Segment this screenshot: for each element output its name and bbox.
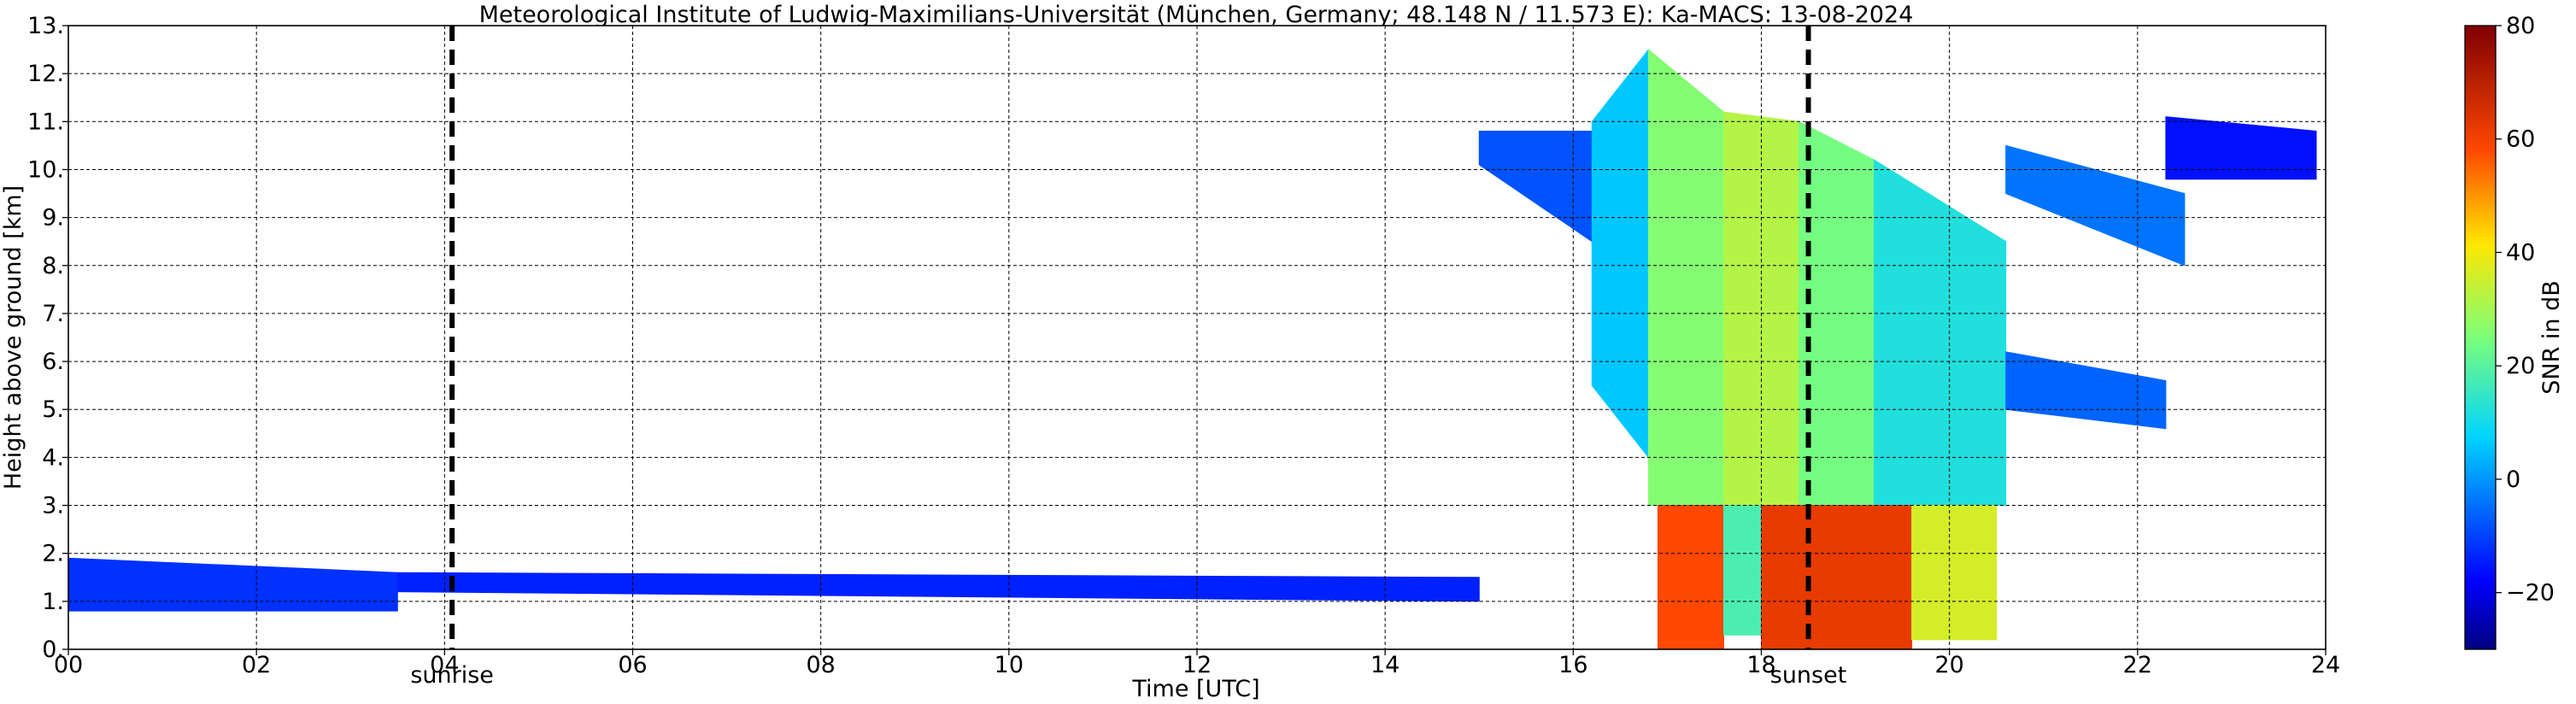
x-axis: sunrise sunset 00 02 04 06 08 10 12 14 16 18 20 22 24 (54, 649, 2340, 689)
colorbar-tick-label: 20 (2506, 353, 2535, 379)
colorbar-frame (2464, 25, 2497, 650)
x-axis-label: Time [UTC] (1131, 676, 1259, 702)
colorbar-ticks: −20 0 20 40 60 80 (2496, 13, 2555, 607)
chart-title: Meteorological Institute of Ludwig-Maxim… (479, 2, 1914, 28)
heatmap-sector-anvil-sky (1591, 48, 1649, 459)
x-tick-label: 06 (618, 652, 647, 678)
y-tick-label: 6. (42, 349, 64, 375)
y-tick-label: 13. (27, 13, 64, 39)
y-tick-label: 5. (42, 396, 64, 423)
heatmap-sector-trailing-anvil (2005, 144, 2186, 267)
y-tick-label: 2. (42, 541, 64, 567)
colorbar-tick-label: 80 (2506, 13, 2535, 39)
y-tick-label: 3. (42, 493, 64, 519)
colorbar-label: SNR in dB (2538, 280, 2565, 395)
x-tick-label: 14 (1370, 652, 1399, 678)
y-axis-label: Height above ground [km] (0, 185, 26, 490)
y-tick-label: 0. (42, 637, 64, 663)
y-axis: 0. 1. 2. 3. 4. 5. 6. 7. 8. 9. 10. 11. 12. 13. (27, 13, 68, 663)
colorbar-tick-label: −20 (2506, 580, 2555, 607)
heatmap-sector-late-patch (2165, 116, 2317, 180)
heatmap-sector-rain-b (1761, 505, 1913, 650)
y-tick-label: 12. (27, 61, 64, 87)
x-tick-label: 08 (806, 652, 835, 678)
y-tick-label: 1. (42, 589, 64, 615)
heatmap-sector-rain-c (1911, 505, 1998, 641)
x-tick-label: 00 (54, 652, 83, 678)
colorbar-tick-label: 40 (2506, 239, 2535, 266)
x-tick-label: 12 (1182, 652, 1212, 678)
x-tick-label: 18 (1746, 652, 1775, 678)
x-tick-label: 22 (2123, 652, 2152, 678)
x-tick-label: 10 (995, 652, 1024, 678)
heatmap-layer (67, 48, 2317, 650)
grid-layer (68, 26, 2326, 649)
x-tick-label: 04 (430, 652, 459, 678)
heatmap-sector-notch (1723, 505, 1762, 636)
y-tick-label: 8. (42, 253, 64, 279)
x-tick-label: 24 (2311, 652, 2340, 678)
x-tick-label: 02 (242, 652, 271, 678)
heatmap-sector-rain-a (1657, 505, 1724, 650)
sunrise-label: sunrise (410, 662, 494, 689)
colorbar-gradient (2465, 26, 2496, 649)
x-tick-label: 20 (1934, 652, 1963, 678)
y-tick-label: 7. (42, 301, 64, 327)
y-tick-label: 4. (42, 444, 64, 471)
colorbar-tick-label: 0 (2506, 466, 2520, 493)
sunset-label: sunset (1770, 662, 1847, 689)
plot-area (67, 25, 2327, 650)
colorbar-tick-label: 60 (2506, 126, 2535, 153)
y-tick-label: 11. (27, 109, 64, 135)
heatmap-sector-core-upper-a (1647, 49, 1724, 506)
x-tick-label: 16 (1558, 652, 1587, 678)
y-tick-label: 10. (27, 156, 64, 183)
colorbar: −20 0 20 40 60 80 SNR in dB (2464, 13, 2565, 650)
marker-layer (449, 26, 1811, 649)
y-tick-label: 9. (42, 205, 64, 232)
heatmap-sector-scatter-low (396, 572, 1480, 602)
